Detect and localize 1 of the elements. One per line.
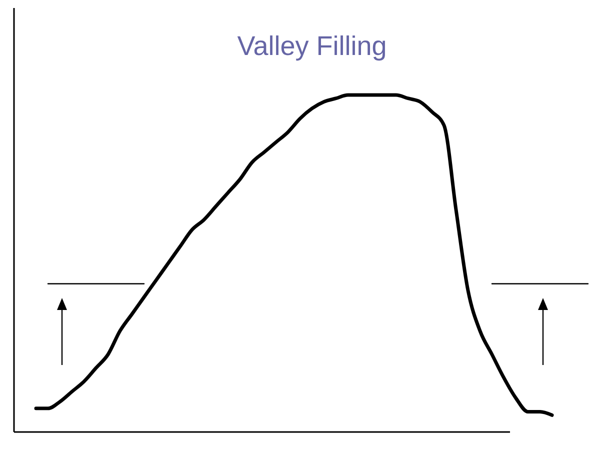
chart-title: Valley Filling	[237, 31, 387, 61]
